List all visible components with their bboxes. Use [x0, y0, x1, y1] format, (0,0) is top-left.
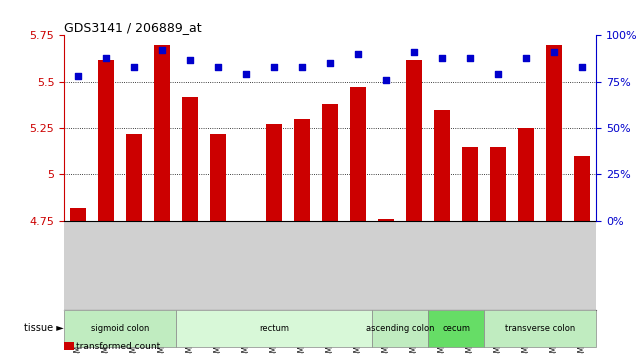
Bar — [435, 110, 450, 221]
Point — [437, 55, 447, 61]
Bar — [294, 119, 310, 221]
Text: ascending colon: ascending colon — [366, 324, 435, 333]
Bar — [238, 221, 254, 245]
Point — [297, 64, 307, 70]
Bar — [546, 45, 562, 221]
Text: rectum: rectum — [259, 324, 289, 333]
Bar — [210, 134, 226, 221]
Point — [493, 72, 503, 77]
Bar — [71, 208, 86, 221]
Bar — [126, 134, 142, 221]
Text: cecum: cecum — [442, 324, 470, 333]
Point — [241, 72, 251, 77]
Bar — [183, 97, 198, 221]
Point — [157, 47, 167, 53]
Bar — [462, 147, 478, 221]
Bar — [428, 310, 484, 347]
Point — [269, 64, 279, 70]
Bar — [99, 59, 114, 221]
Point — [101, 55, 112, 61]
Text: transverse colon: transverse colon — [505, 324, 575, 333]
Point — [409, 49, 419, 55]
Bar — [574, 156, 590, 221]
Point — [549, 49, 559, 55]
Point — [381, 77, 391, 83]
Point — [465, 55, 475, 61]
Bar — [490, 147, 506, 221]
Bar — [484, 310, 596, 347]
Bar — [267, 124, 282, 221]
Bar — [64, 310, 176, 347]
Point — [73, 73, 83, 79]
Point — [325, 61, 335, 66]
Bar — [372, 310, 428, 347]
Point — [353, 51, 363, 57]
Point — [129, 64, 139, 70]
Point — [521, 55, 531, 61]
Bar — [519, 128, 534, 221]
Bar — [378, 219, 394, 221]
Bar — [406, 59, 422, 221]
Point — [213, 64, 223, 70]
Text: transformed count: transformed count — [76, 342, 160, 351]
Text: GDS3141 / 206889_at: GDS3141 / 206889_at — [64, 21, 202, 34]
Bar — [351, 87, 366, 221]
Text: tissue ►: tissue ► — [24, 323, 64, 333]
Bar — [154, 45, 170, 221]
Bar — [322, 104, 338, 221]
Point — [185, 57, 196, 62]
Point — [577, 64, 587, 70]
Text: sigmoid colon: sigmoid colon — [91, 324, 149, 333]
Bar — [176, 310, 372, 347]
